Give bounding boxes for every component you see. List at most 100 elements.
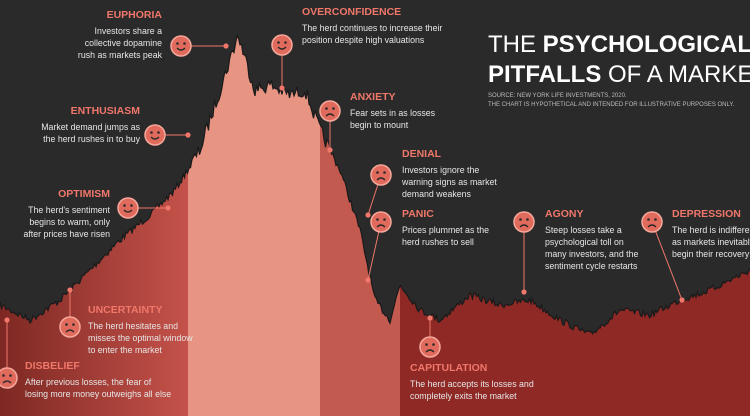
icon-eye (654, 218, 657, 221)
stage-description: after prices have risen (23, 229, 110, 239)
icon-eye (130, 204, 133, 207)
leader-dot (223, 43, 229, 49)
leader-dot (521, 289, 527, 295)
stage-label: DISBELIEF (25, 360, 80, 372)
icon-eye (176, 42, 179, 45)
icon-eye (425, 343, 428, 346)
stage-icon (370, 164, 392, 186)
stage-description: The herd's sentiment (28, 205, 110, 215)
icon-eye (325, 107, 328, 110)
stage-icon (59, 316, 81, 338)
stage-description: Investors share a (95, 26, 163, 36)
icon-eye (647, 218, 650, 221)
icon-eye (72, 323, 75, 326)
stage-icon (271, 34, 293, 56)
title-bold2: PITFALLS (488, 61, 601, 88)
note: THE CHART IS HYPOTHETICAL AND INTENDED F… (488, 102, 735, 108)
stages: EUPHORIA Investors share a collective dopa… (0, 6, 750, 401)
stage-description: Prices plummet as the (402, 225, 489, 235)
price-line (0, 34, 750, 335)
title-bold: PSYCHOLOGICAL (543, 31, 750, 58)
stage-description: to enter the market (88, 345, 162, 355)
icon-eye (157, 131, 160, 134)
icon-mouth (647, 224, 657, 228)
leader-dot (279, 85, 285, 91)
stage-label: OPTIMISM (58, 188, 110, 200)
stage-label: CAPITULATION (410, 362, 487, 374)
stage-icon (144, 124, 166, 146)
icon-eye (2, 374, 5, 377)
stage-label: UNCERTAINTY (88, 304, 162, 316)
stage-description: losing more money outweighs all else (25, 389, 171, 399)
stage-description: herd rushes to sell (402, 237, 474, 247)
icon-mouth (2, 380, 12, 384)
title-rest: OF A MARKET CYCLE (608, 61, 750, 88)
icon-eye (376, 171, 379, 174)
stage-icon (117, 197, 139, 219)
stage-description: sentiment cycle restarts (545, 261, 638, 271)
leader-dot (4, 317, 10, 323)
stage-description: demand weakens (402, 189, 472, 199)
leader-dot (165, 205, 171, 211)
icon-eye (123, 204, 126, 207)
stage-description: position despite high valuations (302, 35, 425, 45)
stage-description: collective dopamine (85, 38, 162, 48)
stage-label: DENIAL (402, 148, 442, 160)
stage-icon (513, 211, 535, 233)
stage-label: ANXIETY (350, 91, 396, 103)
stage-description: the herd rushes in to buy (43, 134, 140, 144)
stage-icon (0, 367, 18, 389)
leader-dot (185, 132, 191, 138)
stage-description: The herd continues to increase their (302, 23, 442, 33)
icon-eye (376, 218, 379, 221)
icon-eye (332, 107, 335, 110)
icon-eye (519, 218, 522, 221)
stage-label: ENTHUSIASM (71, 105, 141, 117)
icon-eye (150, 131, 153, 134)
icon-mouth (376, 224, 386, 228)
icon-mouth (150, 136, 160, 140)
stage-description: as markets inevitably (672, 237, 750, 247)
stage-label: EUPHORIA (107, 9, 163, 21)
leader-dot (365, 277, 371, 283)
icon-eye (65, 323, 68, 326)
stage-description: begins to warm, only (29, 217, 110, 227)
stage-description: misses the optimal window (88, 333, 193, 343)
leader-dot (365, 212, 371, 218)
stage-description: completely exits the market (410, 391, 517, 401)
title-light: THE (488, 31, 536, 58)
stage-icon (170, 35, 192, 57)
icon-mouth (325, 113, 335, 117)
icon-mouth (519, 224, 529, 228)
icon-mouth (65, 329, 75, 333)
source: SOURCE: NEW YORK LIFE INVESTMENTS, 2020. (488, 93, 627, 99)
stage-description: Fear sets in as losses (350, 108, 436, 118)
icon-eye (284, 41, 287, 44)
stage-description: rush as markets peak (78, 50, 163, 60)
stage-description: Market demand jumps as (41, 122, 140, 132)
stage-label: PANIC (402, 208, 434, 220)
stage-icon (641, 211, 663, 233)
leader-dot (67, 287, 73, 293)
stage-description: begin to mount (350, 120, 409, 130)
stage-description: begin their recovery (672, 249, 750, 259)
icon-mouth (277, 46, 287, 50)
leader-dot (427, 315, 433, 321)
icon-mouth (123, 209, 133, 213)
icon-eye (9, 374, 12, 377)
title-line2: PITFALLS OF A MARKET CYCLE (488, 61, 750, 88)
stage-icon (319, 100, 341, 122)
icon-eye (383, 218, 386, 221)
stage-description: After previous losses, the fear of (25, 377, 152, 387)
icon-mouth (376, 177, 386, 181)
leader-dot (679, 297, 685, 303)
icon-eye (277, 41, 280, 44)
stage-icon (419, 336, 441, 358)
stage-description: The herd is indifferent (672, 225, 750, 235)
title: THE PSYCHOLOGICAL (488, 31, 750, 58)
stage-description: many investors, and the (545, 249, 639, 259)
icon-eye (526, 218, 529, 221)
leader-dot (327, 147, 333, 153)
